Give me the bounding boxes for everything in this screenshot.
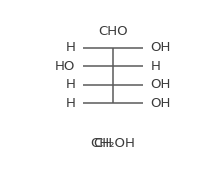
Text: OH: OH [150, 97, 171, 110]
Text: OH: OH [150, 78, 171, 91]
Text: CHO: CHO [98, 25, 128, 38]
Text: H: H [65, 97, 75, 110]
Text: H: H [65, 78, 75, 91]
Text: OH: OH [150, 41, 171, 54]
Text: H: H [150, 60, 160, 73]
Text: CH: CH [94, 137, 113, 150]
Text: CH₂OH: CH₂OH [90, 137, 135, 150]
Text: H: H [65, 41, 75, 54]
Text: HO: HO [55, 60, 75, 73]
